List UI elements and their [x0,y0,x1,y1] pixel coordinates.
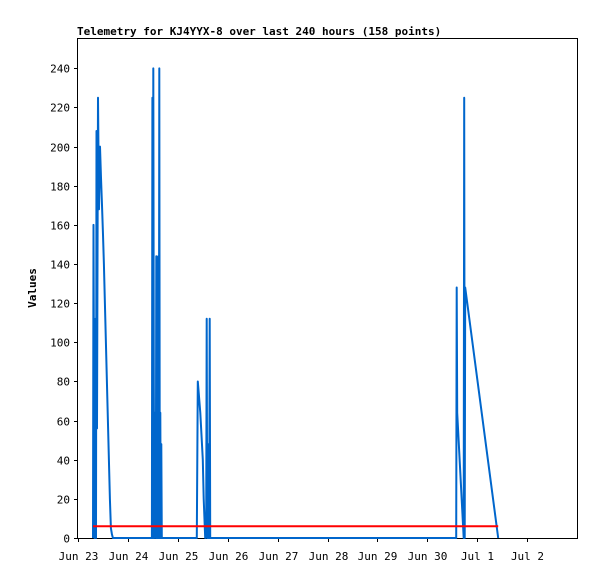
x-tick-label: Jun 26 [209,550,249,563]
x-tick-label: Jul 2 [511,550,544,563]
y-tick-label: 80 [57,376,70,389]
chart-title: Telemetry for KJ4YYX-8 over last 240 hou… [77,25,441,38]
y-tick-label: 60 [57,416,70,429]
x-axis: Jun 23 Jun 24 Jun 25 Jun 26 Jun 27 Jun 28 Jun … [59,538,544,563]
x-tick-label: Jun 25 [159,550,199,563]
series-line-0 [92,67,500,539]
y-tick-label: 140 [50,259,70,272]
y-axis-label: Values [26,268,39,308]
series-group [92,67,500,539]
y-tick-label: 120 [50,298,70,311]
x-tick-label: Jun 28 [309,550,349,563]
x-tick-label: Jun 24 [109,550,149,563]
x-tick-label: Jul 1 [461,550,494,563]
y-tick-label: 240 [50,63,70,76]
y-tick-label: 220 [50,102,70,115]
y-tick-label: 100 [50,337,70,350]
y-tick-label: 180 [50,181,70,194]
x-tick-label: Jun 29 [358,550,398,563]
x-tick-label: Jun 30 [408,550,448,563]
y-tick-label: 200 [50,142,70,155]
x-tick-label: Jun 23 [59,550,99,563]
y-tick-label: 0 [63,533,70,546]
y-tick-label: 20 [57,494,70,507]
y-tick-label: 40 [57,455,70,468]
x-tick-label: Jun 27 [259,550,299,563]
y-tick-label: 160 [50,220,70,233]
y-axis: 0 20 40 60 80 100 120 140 160 180 200 220 240 [50,63,78,546]
